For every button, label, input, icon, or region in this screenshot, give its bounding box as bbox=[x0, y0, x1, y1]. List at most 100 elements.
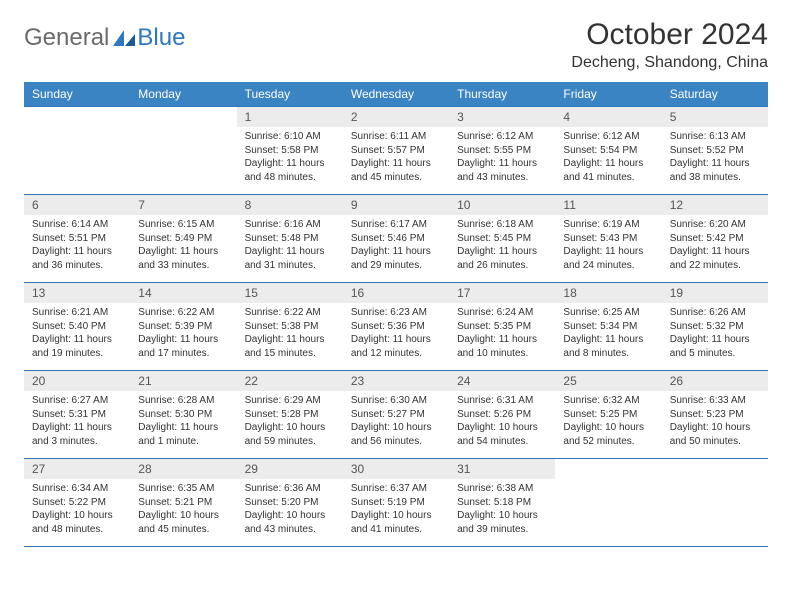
sunset-text: Sunset: 5:34 PM bbox=[563, 320, 653, 334]
daylight-text: Daylight: 10 hours and 41 minutes. bbox=[351, 509, 441, 536]
day-number: 7 bbox=[130, 195, 236, 215]
day-number: 8 bbox=[237, 195, 343, 215]
daylight-text: Daylight: 10 hours and 48 minutes. bbox=[32, 509, 122, 536]
daylight-text: Daylight: 11 hours and 36 minutes. bbox=[32, 245, 122, 272]
logo: General Blue bbox=[24, 24, 185, 52]
sunset-text: Sunset: 5:27 PM bbox=[351, 408, 441, 422]
daylight-text: Daylight: 11 hours and 1 minute. bbox=[138, 421, 228, 448]
calendar-day-cell: 4Sunrise: 6:12 AMSunset: 5:54 PMDaylight… bbox=[555, 107, 661, 195]
day-header-row: Sunday Monday Tuesday Wednesday Thursday… bbox=[24, 82, 768, 107]
day-number: 18 bbox=[555, 283, 661, 303]
day-number: 23 bbox=[343, 371, 449, 391]
day-number: 20 bbox=[24, 371, 130, 391]
calendar-day-cell: 6Sunrise: 6:14 AMSunset: 5:51 PMDaylight… bbox=[24, 195, 130, 283]
sunset-text: Sunset: 5:45 PM bbox=[457, 232, 547, 246]
day-content: Sunrise: 6:28 AMSunset: 5:30 PMDaylight:… bbox=[130, 391, 236, 454]
calendar-day-cell: 3Sunrise: 6:12 AMSunset: 5:55 PMDaylight… bbox=[449, 107, 555, 195]
daylight-text: Daylight: 11 hours and 24 minutes. bbox=[563, 245, 653, 272]
calendar-day-cell: 18Sunrise: 6:25 AMSunset: 5:34 PMDayligh… bbox=[555, 283, 661, 371]
day-number: 11 bbox=[555, 195, 661, 215]
sunrise-text: Sunrise: 6:33 AM bbox=[670, 394, 760, 408]
day-header: Wednesday bbox=[343, 82, 449, 107]
day-content: Sunrise: 6:26 AMSunset: 5:32 PMDaylight:… bbox=[662, 303, 768, 366]
calendar-day-cell bbox=[662, 459, 768, 547]
sunrise-text: Sunrise: 6:16 AM bbox=[245, 218, 335, 232]
calendar-day-cell: 31Sunrise: 6:38 AMSunset: 5:18 PMDayligh… bbox=[449, 459, 555, 547]
day-header: Sunday bbox=[24, 82, 130, 107]
day-number: 3 bbox=[449, 107, 555, 127]
daylight-text: Daylight: 11 hours and 3 minutes. bbox=[32, 421, 122, 448]
day-header: Saturday bbox=[662, 82, 768, 107]
daylight-text: Daylight: 11 hours and 48 minutes. bbox=[245, 157, 335, 184]
day-number: 9 bbox=[343, 195, 449, 215]
sunset-text: Sunset: 5:18 PM bbox=[457, 496, 547, 510]
sunrise-text: Sunrise: 6:37 AM bbox=[351, 482, 441, 496]
day-content: Sunrise: 6:24 AMSunset: 5:35 PMDaylight:… bbox=[449, 303, 555, 366]
day-content: Sunrise: 6:35 AMSunset: 5:21 PMDaylight:… bbox=[130, 479, 236, 542]
day-content: Sunrise: 6:19 AMSunset: 5:43 PMDaylight:… bbox=[555, 215, 661, 278]
sunset-text: Sunset: 5:26 PM bbox=[457, 408, 547, 422]
day-content: Sunrise: 6:16 AMSunset: 5:48 PMDaylight:… bbox=[237, 215, 343, 278]
logo-text-general: General bbox=[24, 24, 109, 52]
sunset-text: Sunset: 5:48 PM bbox=[245, 232, 335, 246]
calendar-day-cell: 23Sunrise: 6:30 AMSunset: 5:27 PMDayligh… bbox=[343, 371, 449, 459]
day-number: 6 bbox=[24, 195, 130, 215]
daylight-text: Daylight: 10 hours and 54 minutes. bbox=[457, 421, 547, 448]
day-content: Sunrise: 6:21 AMSunset: 5:40 PMDaylight:… bbox=[24, 303, 130, 366]
daylight-text: Daylight: 11 hours and 8 minutes. bbox=[563, 333, 653, 360]
day-content: Sunrise: 6:15 AMSunset: 5:49 PMDaylight:… bbox=[130, 215, 236, 278]
daylight-text: Daylight: 10 hours and 52 minutes. bbox=[563, 421, 653, 448]
day-content: Sunrise: 6:12 AMSunset: 5:54 PMDaylight:… bbox=[555, 127, 661, 190]
sunrise-text: Sunrise: 6:12 AM bbox=[563, 130, 653, 144]
calendar-day-cell: 20Sunrise: 6:27 AMSunset: 5:31 PMDayligh… bbox=[24, 371, 130, 459]
day-content: Sunrise: 6:29 AMSunset: 5:28 PMDaylight:… bbox=[237, 391, 343, 454]
calendar-day-cell: 24Sunrise: 6:31 AMSunset: 5:26 PMDayligh… bbox=[449, 371, 555, 459]
sunset-text: Sunset: 5:28 PM bbox=[245, 408, 335, 422]
day-number: 22 bbox=[237, 371, 343, 391]
calendar-day-cell: 11Sunrise: 6:19 AMSunset: 5:43 PMDayligh… bbox=[555, 195, 661, 283]
sunset-text: Sunset: 5:19 PM bbox=[351, 496, 441, 510]
day-content: Sunrise: 6:34 AMSunset: 5:22 PMDaylight:… bbox=[24, 479, 130, 542]
calendar-day-cell: 10Sunrise: 6:18 AMSunset: 5:45 PMDayligh… bbox=[449, 195, 555, 283]
calendar-day-cell: 14Sunrise: 6:22 AMSunset: 5:39 PMDayligh… bbox=[130, 283, 236, 371]
sunrise-text: Sunrise: 6:13 AM bbox=[670, 130, 760, 144]
daylight-text: Daylight: 10 hours and 45 minutes. bbox=[138, 509, 228, 536]
calendar-day-cell: 9Sunrise: 6:17 AMSunset: 5:46 PMDaylight… bbox=[343, 195, 449, 283]
sunrise-text: Sunrise: 6:29 AM bbox=[245, 394, 335, 408]
day-content: Sunrise: 6:27 AMSunset: 5:31 PMDaylight:… bbox=[24, 391, 130, 454]
day-number: 10 bbox=[449, 195, 555, 215]
sunrise-text: Sunrise: 6:24 AM bbox=[457, 306, 547, 320]
day-number: 17 bbox=[449, 283, 555, 303]
sunset-text: Sunset: 5:40 PM bbox=[32, 320, 122, 334]
calendar-day-cell: 22Sunrise: 6:29 AMSunset: 5:28 PMDayligh… bbox=[237, 371, 343, 459]
calendar-day-cell: 25Sunrise: 6:32 AMSunset: 5:25 PMDayligh… bbox=[555, 371, 661, 459]
daylight-text: Daylight: 11 hours and 26 minutes. bbox=[457, 245, 547, 272]
sunrise-text: Sunrise: 6:22 AM bbox=[245, 306, 335, 320]
sunset-text: Sunset: 5:21 PM bbox=[138, 496, 228, 510]
sunset-text: Sunset: 5:49 PM bbox=[138, 232, 228, 246]
sunrise-text: Sunrise: 6:22 AM bbox=[138, 306, 228, 320]
day-content: Sunrise: 6:20 AMSunset: 5:42 PMDaylight:… bbox=[662, 215, 768, 278]
calendar-day-cell: 12Sunrise: 6:20 AMSunset: 5:42 PMDayligh… bbox=[662, 195, 768, 283]
day-content: Sunrise: 6:11 AMSunset: 5:57 PMDaylight:… bbox=[343, 127, 449, 190]
day-content: Sunrise: 6:23 AMSunset: 5:36 PMDaylight:… bbox=[343, 303, 449, 366]
day-number: 26 bbox=[662, 371, 768, 391]
sunrise-text: Sunrise: 6:11 AM bbox=[351, 130, 441, 144]
location-label: Decheng, Shandong, China bbox=[571, 54, 768, 72]
sunrise-text: Sunrise: 6:38 AM bbox=[457, 482, 547, 496]
day-number: 14 bbox=[130, 283, 236, 303]
day-content: Sunrise: 6:31 AMSunset: 5:26 PMDaylight:… bbox=[449, 391, 555, 454]
title-block: October 2024 Decheng, Shandong, China bbox=[571, 18, 768, 72]
sunrise-text: Sunrise: 6:21 AM bbox=[32, 306, 122, 320]
calendar-day-cell: 19Sunrise: 6:26 AMSunset: 5:32 PMDayligh… bbox=[662, 283, 768, 371]
day-content: Sunrise: 6:22 AMSunset: 5:38 PMDaylight:… bbox=[237, 303, 343, 366]
sunset-text: Sunset: 5:43 PM bbox=[563, 232, 653, 246]
sunset-text: Sunset: 5:52 PM bbox=[670, 144, 760, 158]
calendar-day-cell: 8Sunrise: 6:16 AMSunset: 5:48 PMDaylight… bbox=[237, 195, 343, 283]
day-content: Sunrise: 6:10 AMSunset: 5:58 PMDaylight:… bbox=[237, 127, 343, 190]
sunrise-text: Sunrise: 6:36 AM bbox=[245, 482, 335, 496]
calendar-day-cell bbox=[24, 107, 130, 195]
day-content: Sunrise: 6:13 AMSunset: 5:52 PMDaylight:… bbox=[662, 127, 768, 190]
daylight-text: Daylight: 11 hours and 22 minutes. bbox=[670, 245, 760, 272]
calendar-table: Sunday Monday Tuesday Wednesday Thursday… bbox=[24, 82, 768, 547]
